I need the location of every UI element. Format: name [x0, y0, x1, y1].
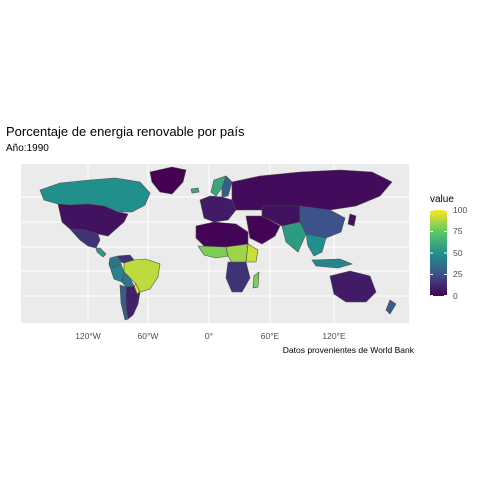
x-tick: 60°W [137, 331, 159, 341]
region-mexico [69, 228, 101, 249]
region-madagascar [252, 271, 260, 289]
chart-title: Porcentaje de energia renovable por país [6, 124, 245, 139]
legend-colorbar [430, 210, 447, 296]
region-sweden [221, 175, 233, 198]
chart-caption: Datos provenientes de World Bank [282, 345, 414, 355]
region-indonesia [311, 258, 353, 269]
region-southern-africa [225, 261, 251, 293]
x-tick: 120°W [75, 331, 101, 341]
region-west-africa [197, 245, 229, 259]
region-norway [210, 175, 227, 197]
x-tick: 60°E [260, 331, 280, 341]
region-russia [231, 169, 393, 215]
legend-tick: 75 [453, 226, 463, 236]
legend-tick: 50 [453, 248, 463, 258]
legend-title: value [430, 194, 454, 205]
legend-tick: 25 [453, 269, 463, 279]
region-central-america [95, 247, 107, 258]
country-regions [39, 166, 397, 321]
x-tick: 0° [204, 331, 214, 341]
region-iceland [190, 187, 200, 194]
region-southeast-asia [305, 233, 327, 257]
region-india [281, 221, 307, 253]
region-new-zealand [385, 299, 397, 315]
region-china [299, 205, 346, 239]
region-chile [119, 284, 129, 321]
legend-tick: 0 [453, 291, 458, 301]
legend-tick: 100 [453, 205, 468, 215]
region-australia [329, 270, 377, 303]
region-east-africa [245, 243, 259, 263]
chart-subtitle: Año:1990 [6, 143, 49, 154]
region-bolivia [121, 271, 135, 288]
region-greenland [149, 166, 187, 195]
region-japan [347, 213, 357, 227]
x-tick: 120°E [322, 331, 346, 341]
